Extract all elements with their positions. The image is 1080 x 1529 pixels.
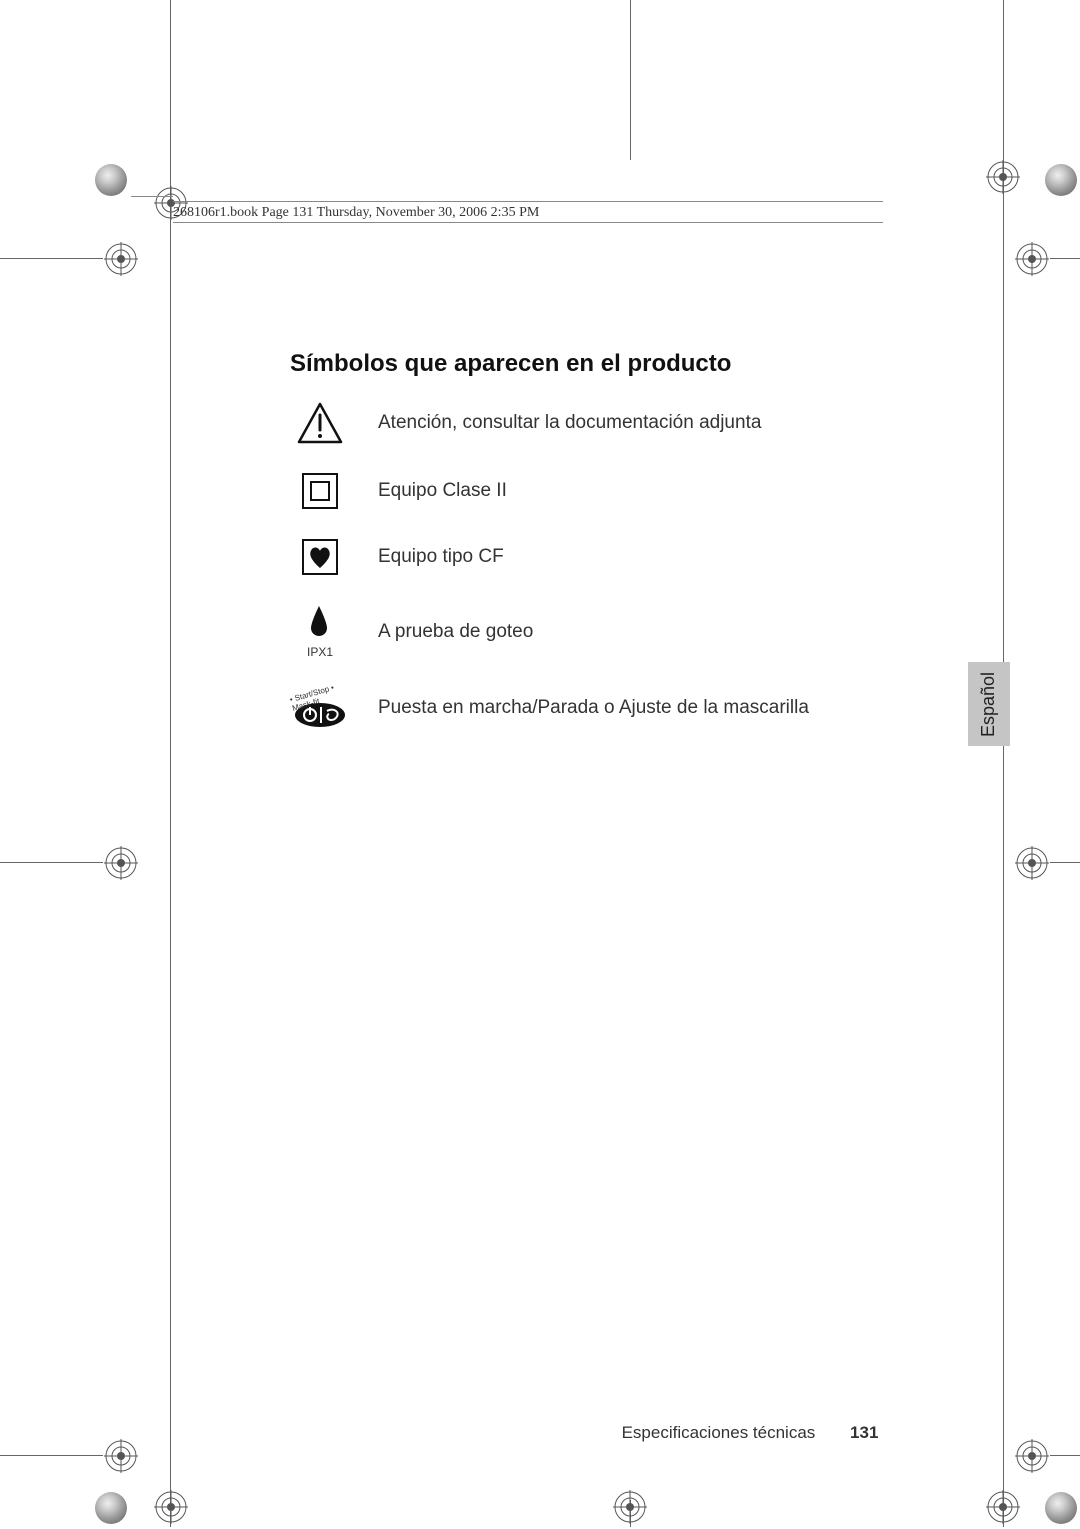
corner-ball-icon bbox=[95, 164, 127, 196]
page-footer: Especificaciones técnicas 131 bbox=[0, 1423, 1080, 1443]
crop-mark bbox=[1050, 862, 1080, 863]
symbol-row: • Start/Stop • Mask-fit Puesta en marcha… bbox=[290, 687, 930, 728]
crop-mark bbox=[170, 0, 171, 1527]
symbol-label: A prueba de goteo bbox=[378, 621, 533, 643]
registration-mark-icon bbox=[104, 1439, 138, 1473]
footer-section: Especificaciones técnicas bbox=[622, 1423, 816, 1442]
crop-mark bbox=[0, 1455, 103, 1456]
crop-mark bbox=[1050, 258, 1080, 259]
symbol-label: Atención, consultar la documentación adj… bbox=[378, 412, 761, 434]
registration-mark-icon bbox=[1015, 1439, 1049, 1473]
language-tab-label: Español bbox=[979, 671, 1000, 736]
registration-mark-icon bbox=[986, 1490, 1020, 1524]
crop-mark bbox=[1050, 1455, 1080, 1456]
print-header: 268106r1.book Page 131 Thursday, Novembe… bbox=[173, 201, 883, 223]
attention-triangle-icon bbox=[290, 402, 350, 444]
print-header-text: 268106r1.book Page 131 Thursday, Novembe… bbox=[173, 205, 539, 220]
crop-mark bbox=[0, 258, 103, 259]
symbol-row: Atención, consultar la documentación adj… bbox=[290, 402, 930, 444]
drip-drop-icon: IPX1 bbox=[290, 604, 350, 659]
crop-mark bbox=[630, 0, 631, 160]
symbol-row: Equipo tipo CF bbox=[290, 538, 930, 576]
corner-ball-icon bbox=[1045, 1492, 1077, 1524]
corner-ball-icon bbox=[95, 1492, 127, 1524]
crop-mark bbox=[1003, 0, 1004, 1527]
heart-in-square-icon bbox=[290, 538, 350, 576]
language-tab: Español bbox=[968, 662, 1010, 746]
registration-mark-icon bbox=[1015, 846, 1049, 880]
registration-mark-icon bbox=[1015, 242, 1049, 276]
registration-mark-icon bbox=[104, 846, 138, 880]
ipx-label: IPX1 bbox=[307, 645, 333, 659]
registration-mark-icon bbox=[154, 1490, 188, 1524]
registration-mark-icon bbox=[986, 160, 1020, 194]
registration-mark-icon bbox=[613, 1490, 647, 1524]
symbol-label: Puesta en marcha/Parada o Ajuste de la m… bbox=[378, 697, 809, 719]
registration-mark-icon bbox=[104, 242, 138, 276]
page-number: 131 bbox=[850, 1423, 878, 1442]
double-square-icon bbox=[290, 472, 350, 510]
section-title: Símbolos que aparecen en el producto bbox=[290, 350, 930, 378]
symbol-label: Equipo Clase II bbox=[378, 480, 507, 502]
start-stop-icon: • Start/Stop • Mask-fit bbox=[290, 687, 350, 728]
content-area: Símbolos que aparecen en el producto Ate… bbox=[290, 350, 930, 756]
corner-ball-icon bbox=[1045, 164, 1077, 196]
symbol-label: Equipo tipo CF bbox=[378, 546, 504, 568]
symbol-row: IPX1 A prueba de goteo bbox=[290, 604, 930, 659]
symbol-row: Equipo Clase II bbox=[290, 472, 930, 510]
crop-mark bbox=[0, 862, 103, 863]
